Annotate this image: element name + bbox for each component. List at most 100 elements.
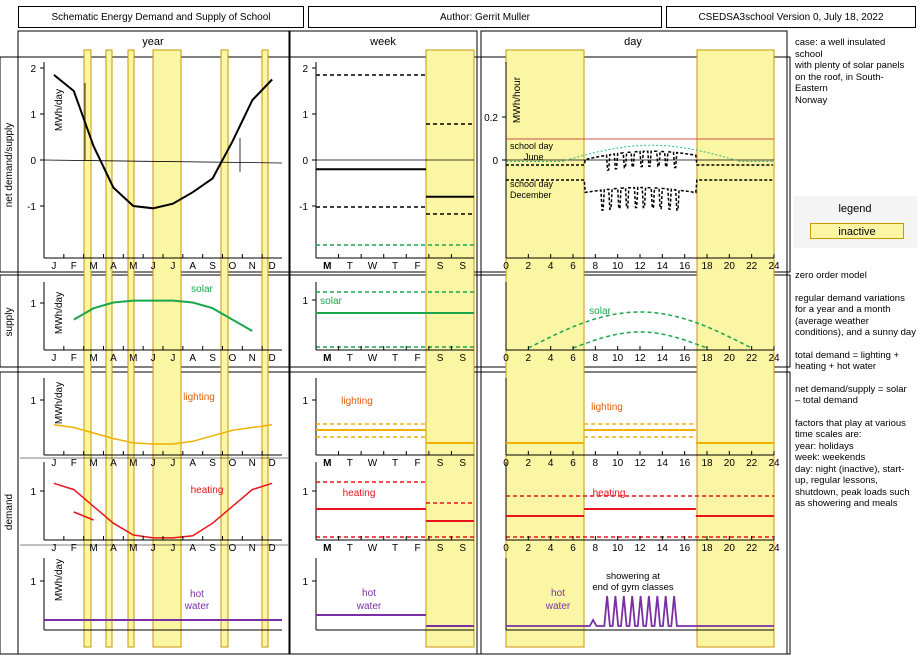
year-heating-label: heating — [191, 485, 224, 496]
weekday-tick-label: T — [392, 543, 398, 554]
weekday-tick-label: S — [437, 353, 444, 364]
case-line: with plenty of solar panels — [795, 60, 905, 71]
hour-tick-label: 10 — [612, 353, 624, 364]
hour-tick-label: 14 — [657, 458, 669, 469]
hour-tick-label: 24 — [768, 543, 780, 554]
weekday-tick-label: F — [415, 543, 421, 554]
day-hotwater-label-1: hot — [551, 588, 565, 599]
model-line: year: holidays — [795, 440, 854, 452]
case-note: case: a well insulated school with plent… — [795, 37, 915, 106]
hour-tick-label: 24 — [768, 261, 780, 272]
weekday-tick-label: M — [323, 458, 331, 469]
month-tick-label: O — [229, 261, 237, 272]
week-solar-label: solar — [320, 296, 342, 307]
month-tick-label: S — [209, 458, 216, 469]
model-note: zero order model regular demand variatio… — [795, 270, 917, 510]
weekday-tick-label: F — [415, 353, 421, 364]
month-tick-label: A — [189, 261, 196, 272]
hour-tick-label: 16 — [679, 353, 691, 364]
hour-tick-label: 20 — [724, 543, 736, 554]
hour-tick-label: 18 — [701, 458, 713, 469]
y-tick-label: 1 — [30, 110, 36, 121]
model-line: heating + hot water — [795, 361, 877, 372]
model-line: net demand/supply = solar — [795, 383, 907, 395]
y-tick-label: 1 — [302, 487, 308, 498]
model-line: conditions), and a sunny day — [795, 327, 916, 338]
hour-tick-label: 6 — [570, 261, 576, 272]
hour-tick-label: 24 — [768, 458, 780, 469]
month-tick-label: M — [89, 543, 97, 554]
hour-tick-label: 18 — [701, 353, 713, 364]
month-tick-label: D — [268, 261, 275, 272]
month-tick-label: J — [170, 458, 175, 469]
month-tick-label: M — [129, 261, 137, 272]
hour-tick-label: 8 — [593, 353, 599, 364]
y-tick-label: 1 — [302, 577, 308, 588]
hour-tick-label: 16 — [679, 261, 691, 272]
hour-tick-label: 20 — [724, 261, 736, 272]
hour-tick-label: 10 — [612, 543, 624, 554]
hour-tick-label: 10 — [612, 261, 624, 272]
year-supply-unit: MWh/day — [54, 292, 65, 334]
day-solar-june-reference — [506, 144, 774, 162]
year-zero-line — [43, 159, 283, 164]
hour-tick-label: 4 — [548, 261, 554, 272]
hour-tick-label: 4 — [548, 353, 554, 364]
weekday-tick-label: T — [347, 458, 353, 469]
hour-tick-label: 22 — [746, 543, 758, 554]
month-tick-label: J — [170, 353, 175, 364]
net-row-label: net demand/supply — [4, 123, 15, 208]
model-line: – total demand — [795, 395, 858, 406]
month-tick-label: M — [89, 261, 97, 272]
year-inactive-band — [105, 49, 113, 648]
model-line: time scales are: — [795, 429, 862, 440]
month-tick-label: D — [268, 458, 275, 469]
y-tick-label: 0 — [30, 156, 36, 167]
y-tick-label: 0 — [302, 156, 308, 167]
hour-tick-label: 2 — [526, 261, 532, 272]
hour-tick-label: 24 — [768, 353, 780, 364]
month-tick-label: F — [71, 353, 77, 364]
day-solar-label: solar — [589, 306, 611, 317]
model-line — [795, 407, 917, 418]
december-label: December — [510, 190, 552, 200]
model-line: total demand = lighting + — [795, 349, 900, 361]
week-hotwater-label-1: hot — [362, 588, 376, 599]
month-tick-label: S — [209, 543, 216, 554]
day-net-unit: MWh/hour — [512, 76, 523, 123]
year-hotwater-label-2: water — [184, 601, 210, 612]
school-day-june-label: school day — [510, 141, 554, 151]
weekday-tick-label: T — [392, 261, 398, 272]
version-text: CSEDSA3school Version 0, July 18, 2022 — [698, 11, 884, 23]
day-lighting-label: lighting — [591, 402, 623, 413]
day-solar-december-line — [572, 331, 708, 349]
month-tick-label: J — [51, 543, 56, 554]
month-tick-label: F — [71, 543, 77, 554]
month-tick-label: F — [71, 261, 77, 272]
showering-label-2: end of gym classes — [592, 582, 674, 593]
hour-tick-label: 0 — [503, 543, 509, 554]
diagram-title: Schematic Energy Demand and Supply of Sc… — [18, 6, 304, 28]
month-tick-label: M — [129, 353, 137, 364]
month-tick-label: O — [229, 458, 237, 469]
demand-row-label: demand — [4, 494, 15, 530]
hour-tick-label: 14 — [657, 353, 669, 364]
month-tick-label: J — [151, 353, 156, 364]
supply-row-frame — [0, 274, 791, 368]
model-line: factors that play at various — [795, 417, 906, 429]
hour-tick-label: 4 — [548, 543, 554, 554]
month-tick-label: D — [268, 353, 275, 364]
month-tick-label: O — [229, 543, 237, 554]
month-tick-label: J — [51, 458, 56, 469]
year-lighting-line — [53, 424, 273, 445]
y-tick-label: -1 — [27, 202, 36, 213]
weekday-tick-label: S — [459, 458, 466, 469]
model-line: up, regular lessons, — [795, 475, 878, 486]
weekday-tick-label: S — [459, 353, 466, 364]
month-tick-label: A — [110, 353, 117, 364]
y-tick-label: 1 — [302, 110, 308, 121]
month-tick-label: N — [249, 353, 256, 364]
week-lighting-label: lighting — [341, 396, 373, 407]
y-tick-label: -1 — [299, 202, 308, 213]
model-line — [795, 282, 917, 293]
